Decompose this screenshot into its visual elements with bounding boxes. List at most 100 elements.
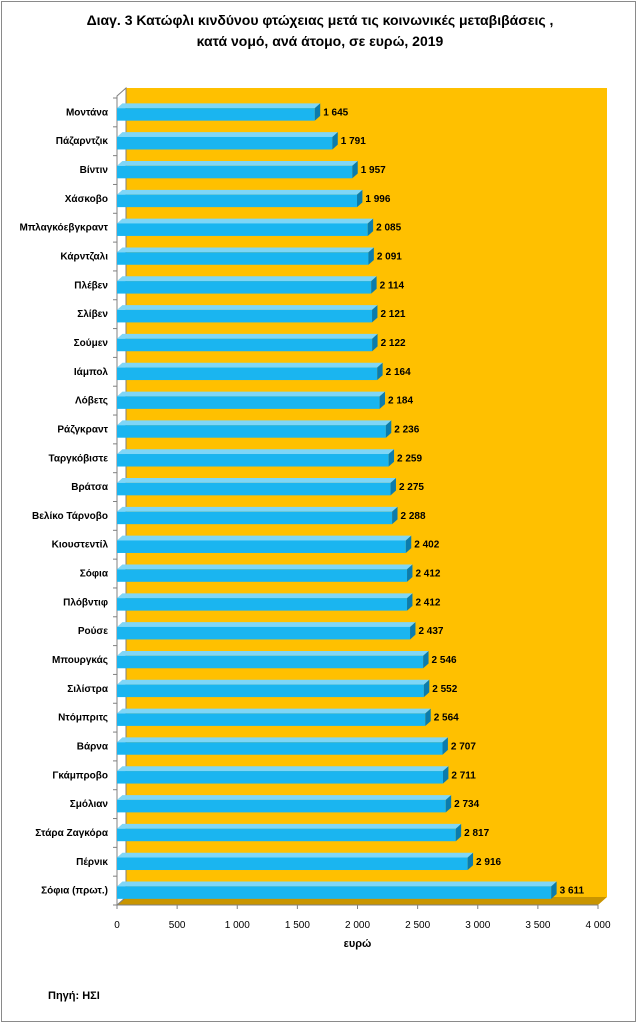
bar-front-face <box>117 223 368 236</box>
bar-top-face <box>117 622 416 627</box>
bar-top-face <box>117 852 474 858</box>
bar-top-face <box>117 449 395 455</box>
labels: 1 645 Μοντάνα 1 791 Πάζαρντζικ 1 957 Βίντιν 1 … <box>20 107 585 896</box>
bar-value-label: 2 288 <box>401 511 426 522</box>
bar-top-face <box>117 276 377 282</box>
bar-front-face <box>117 511 393 525</box>
bar-front-face <box>117 396 380 409</box>
bar <box>117 449 395 467</box>
bar-top-face <box>117 333 378 339</box>
category-label: Ράζγκραντ <box>57 424 108 435</box>
x-tick-label: 4 000 <box>585 920 610 931</box>
bar <box>117 823 462 842</box>
bar-value-label: 2 412 <box>415 597 440 608</box>
bar <box>117 362 383 381</box>
bar-top-face <box>117 708 431 714</box>
bar-top-face <box>117 161 358 166</box>
bar-top-face <box>117 103 321 109</box>
chart-title-line-2: κατά νομό, ανά άτομο, σε ευρώ, 2019 <box>196 33 444 49</box>
bar <box>117 305 378 323</box>
bar-value-label: 2 259 <box>397 453 422 464</box>
bar-top-face <box>117 823 462 829</box>
bar-end-face <box>425 708 431 726</box>
bar <box>117 737 448 755</box>
bar-value-label: 2 734 <box>454 799 479 810</box>
bar-top-face <box>117 420 392 426</box>
bar-top-face <box>117 506 398 512</box>
x-tick-label: 0 <box>114 920 120 931</box>
bar <box>117 276 377 294</box>
category-label: Σμόλιαν <box>70 799 109 810</box>
bar-top-face <box>117 881 557 887</box>
bar-top-face <box>117 593 413 599</box>
bar-end-face <box>357 189 363 208</box>
category-label: Βράτσα <box>71 482 109 493</box>
bar-front-face <box>117 828 456 842</box>
bar-value-label: 1 996 <box>365 194 390 205</box>
bar <box>117 103 321 121</box>
category-label: Γκάμπροβο <box>52 770 108 781</box>
bar-top-face <box>117 247 374 253</box>
bar-end-face <box>455 823 462 842</box>
bar-top-face <box>117 305 378 310</box>
bar-end-face <box>405 535 412 553</box>
bar <box>117 478 396 496</box>
category-label: Πέρνικ <box>76 857 108 868</box>
category-label: Λόβετς <box>75 396 108 407</box>
bar-front-face <box>117 136 333 150</box>
category-label: Πλέβεν <box>74 280 108 291</box>
bar <box>117 506 398 525</box>
bar-top-face <box>117 564 413 570</box>
bar <box>117 535 412 553</box>
category-label: Κάρντζαλι <box>60 252 108 263</box>
bar-value-label: 2 114 <box>380 280 405 291</box>
bar-top-face <box>117 535 412 541</box>
bar-end-face <box>372 305 378 323</box>
bar-top-face <box>117 132 338 137</box>
bar-front-face <box>117 309 373 323</box>
bar <box>117 766 449 784</box>
bar-value-label: 2 711 <box>451 770 476 781</box>
bar <box>117 622 416 640</box>
bar-front-face <box>117 742 443 755</box>
x-tick-label: 2 500 <box>405 920 430 931</box>
category-label: Σόφια <box>80 569 109 580</box>
bar-front-face <box>117 655 424 669</box>
bar-end-face <box>379 391 386 409</box>
bar-top-face <box>117 737 448 743</box>
bar-value-label: 1 645 <box>323 107 348 118</box>
bar-front-face <box>117 194 358 208</box>
category-label: Κιουστεντίλ <box>52 540 109 551</box>
category-label: Σούμεν <box>74 338 109 349</box>
bar-front-face <box>117 799 446 813</box>
bar-top-face <box>117 650 429 656</box>
x-axis-title: ευρώ <box>344 938 372 950</box>
category-label: Πλόβντιφ <box>63 597 108 608</box>
bar-end-face <box>442 737 448 755</box>
plot-floor <box>117 897 607 905</box>
bar-value-label: 2 164 <box>386 367 411 378</box>
category-label: Βάρνα <box>77 741 109 752</box>
x-tick-label: 1 500 <box>285 920 310 931</box>
bar-value-label: 2 121 <box>380 309 405 320</box>
x-tick-label: 2 000 <box>345 920 370 931</box>
bar-end-face <box>332 132 338 150</box>
bar-top-face <box>117 478 396 483</box>
bar-front-face <box>117 165 353 179</box>
bar-value-label: 2 916 <box>476 857 501 868</box>
category-label: Ταργκόβιστε <box>48 453 108 464</box>
bar <box>117 189 363 208</box>
bar-end-face <box>467 852 474 871</box>
bar-front-face <box>117 252 369 265</box>
bar-front-face <box>117 281 372 294</box>
bar-front-face <box>117 569 408 582</box>
bar-end-face <box>377 362 383 381</box>
bar-value-label: 2 275 <box>399 482 424 493</box>
bar-front-face <box>117 482 391 496</box>
bar-value-label: 3 611 <box>560 886 585 897</box>
bar <box>117 333 378 352</box>
bar-end-face <box>388 449 395 467</box>
bar <box>117 650 429 669</box>
bar <box>117 161 358 179</box>
bar-top-face <box>117 189 363 195</box>
